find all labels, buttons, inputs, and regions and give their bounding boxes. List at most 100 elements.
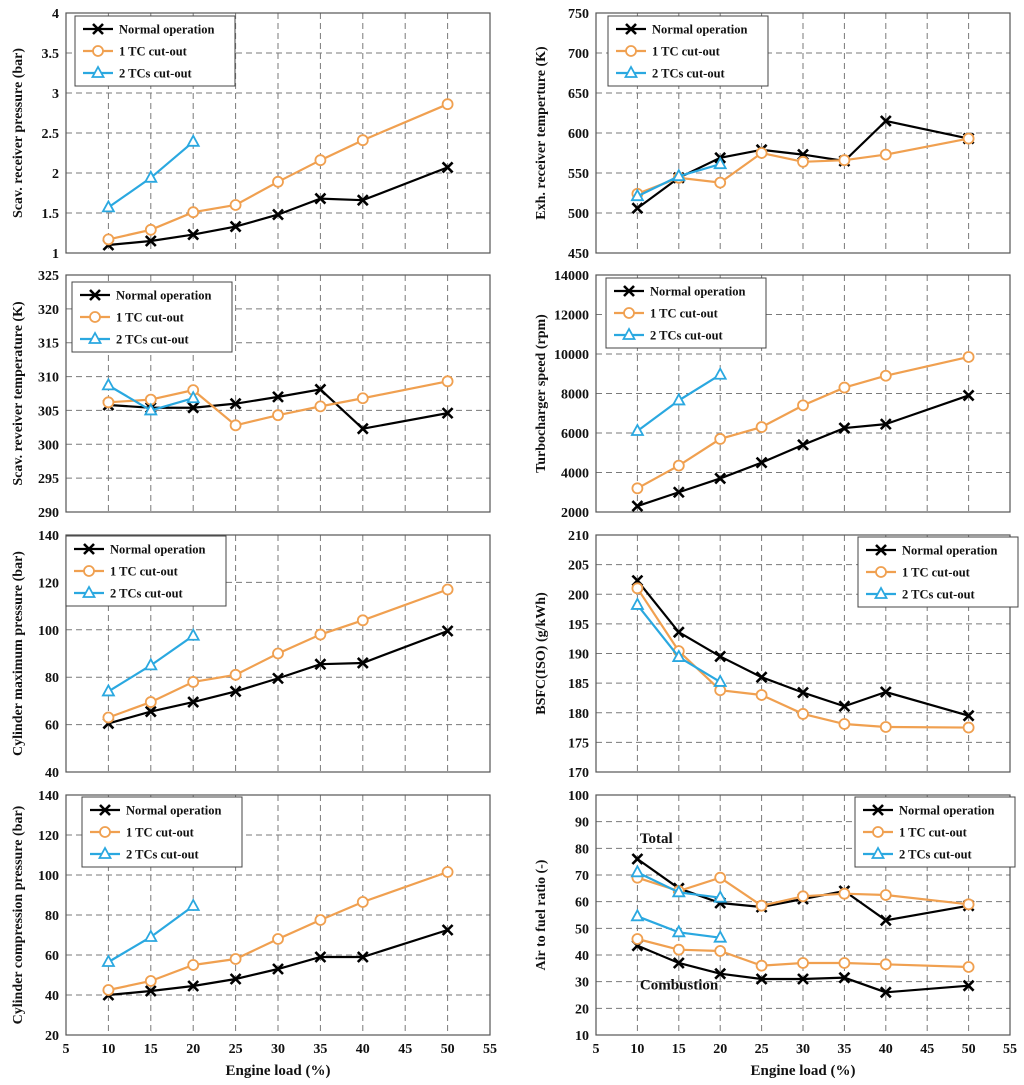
y-tick-label: 10000 — [554, 348, 589, 363]
series-2-tcs-cut-out — [101, 898, 201, 967]
y-tick-label: 2.5 — [42, 127, 60, 142]
series-2-tcs-cut-out — [101, 627, 201, 697]
data-point — [101, 954, 116, 967]
data-point — [755, 959, 768, 972]
data-point — [713, 156, 728, 170]
data-point — [102, 396, 115, 409]
series-2-tcs-cut-out — [630, 366, 728, 436]
data-point — [229, 397, 242, 410]
data-point — [713, 366, 728, 380]
series-1-tc-cut-out — [102, 866, 454, 996]
legend-label: 1 TC cut-out — [902, 566, 971, 580]
series-2-tcs-cut-out-combustion — [630, 908, 728, 943]
legend-marker — [623, 285, 635, 297]
y-tick-label: 70 — [575, 869, 589, 884]
y-axis-label: Cylinder compression pressure (bar) — [11, 805, 26, 1024]
legend-marker — [870, 846, 886, 859]
data-point — [356, 614, 369, 627]
legend-label: 2 TCs cut-out — [126, 848, 200, 862]
x-tick-label: 40 — [356, 1042, 370, 1057]
data-point — [797, 399, 809, 412]
legend-label: 2 TCs cut-out — [110, 587, 184, 601]
data-point — [101, 377, 116, 391]
data-point — [879, 418, 892, 431]
series-line — [108, 380, 448, 427]
legend-marker — [872, 826, 884, 838]
data-point — [144, 223, 157, 236]
y-tick-label: 550 — [568, 167, 589, 182]
data-point — [187, 980, 200, 992]
data-point — [755, 899, 768, 912]
chart-scav-pressure: 1 1.5 2 2.5 3 3.5 4 Scav. receiver pressure (ba… — [11, 7, 491, 262]
legend-marker — [89, 311, 101, 323]
y-tick-label: 195 — [568, 618, 589, 633]
data-point — [314, 658, 327, 671]
data-point — [102, 711, 115, 724]
chart-bsfc: 170 175 180 185 190 195 200 205 210 BSFC(ISO) (g/… — [534, 529, 1019, 781]
y-tick-label: 6000 — [561, 427, 589, 442]
y-tick-label: 80 — [45, 909, 59, 924]
data-point — [272, 175, 284, 188]
data-point — [229, 668, 242, 681]
legend: Normal operation 1 TC cut-out 2 TCs cut-ou… — [857, 536, 1019, 608]
chart-exh-temperature: 450 500 550 600 650 700 750 Exh. receiver tempe… — [534, 7, 1011, 262]
chart-scav-temperature: 290 295 300 305 310 315 320 325 Scav. reveiver t… — [11, 269, 491, 521]
annotation-combustion: Combustion — [640, 978, 719, 994]
y-tick-label: 80 — [575, 842, 589, 857]
data-point — [797, 438, 809, 451]
y-axis-label: Scav. receiver pressure (bar) — [11, 48, 26, 218]
series-line — [637, 394, 969, 508]
y-tick-label: 450 — [568, 247, 589, 262]
data-point — [672, 943, 685, 956]
data-point — [714, 967, 727, 980]
x-tick-label: 35 — [837, 1042, 851, 1057]
y-tick-label: 100 — [38, 869, 59, 884]
data-point — [143, 402, 158, 416]
y-tick-label: 120 — [38, 576, 59, 591]
legend-marker — [92, 45, 104, 57]
series-normal-operation-combustion — [631, 939, 975, 999]
data-point — [631, 202, 644, 215]
y-tick-label: 190 — [568, 648, 589, 663]
legend-label: 2 TCs cut-out — [899, 848, 973, 862]
y-tick-label: 185 — [568, 677, 589, 692]
y-tick-label: 600 — [568, 127, 589, 142]
legend: Normal operation 1 TC cut-out 2 TCs cut-ou… — [605, 277, 767, 349]
data-point — [671, 168, 686, 182]
legend-label: Normal operation — [119, 23, 215, 37]
data-point — [630, 423, 645, 436]
legend-label: 1 TC cut-out — [650, 307, 719, 321]
series-line — [108, 588, 448, 719]
chart-tc-speed: 2000 4000 6000 8000 10000 12000 14000 Turbochar… — [534, 269, 1011, 521]
y-tick-label: 30 — [575, 976, 589, 991]
data-point — [314, 914, 327, 926]
legend-marker — [99, 826, 111, 838]
chart-air-fuel-ratio: 10 20 30 40 50 60 70 80 90 100 5 10 15 20 25 30 35 40 45 50… — [534, 789, 1017, 1079]
y-tick-label: 100 — [38, 624, 59, 639]
y-tick-label: 2 — [52, 167, 59, 182]
y-tick-label: 180 — [568, 707, 589, 722]
data-point — [879, 686, 892, 698]
y-tick-label: 100 — [568, 789, 589, 804]
legend: Normal operation 1 TC cut-out 2 TCs cut-ou… — [71, 281, 233, 353]
legend-marker — [625, 45, 637, 57]
x-tick-label: 45 — [398, 1042, 412, 1057]
data-point — [755, 147, 768, 159]
y-tick-label: 650 — [568, 87, 589, 102]
data-point — [962, 979, 975, 992]
data-point — [356, 896, 369, 908]
data-point — [714, 871, 727, 884]
legend: Normal operation 1 TC cut-out 2 TCs cut-ou… — [854, 796, 1016, 868]
legend-marker — [872, 804, 884, 816]
legend-label: 1 TC cut-out — [119, 45, 188, 59]
data-point — [144, 696, 157, 708]
y-axis-label: BSFC(ISO) (g/kWh) — [534, 592, 549, 715]
data-point — [186, 133, 201, 147]
data-point — [962, 898, 975, 911]
y-tick-label: 200 — [568, 588, 589, 603]
x-tick-label: 20 — [713, 1042, 727, 1057]
y-tick-label: 1 — [52, 247, 59, 262]
data-point — [272, 390, 284, 403]
data-point — [838, 700, 851, 713]
data-point — [356, 392, 369, 405]
